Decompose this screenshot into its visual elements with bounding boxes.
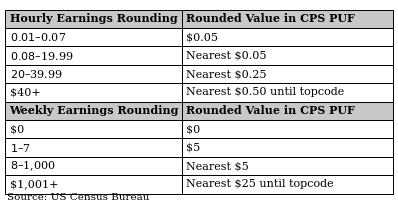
Text: $0: $0 (186, 124, 201, 134)
Text: $8–$1,000: $8–$1,000 (10, 159, 55, 173)
Bar (5, 157, 181, 175)
Bar (181, 10, 393, 28)
Bar (5, 120, 181, 138)
Bar (5, 46, 181, 65)
Bar (181, 28, 393, 46)
Bar (5, 83, 181, 102)
Text: $0.01–$0.07: $0.01–$0.07 (10, 31, 66, 43)
Text: $0.05: $0.05 (186, 32, 218, 42)
Text: Nearest $0.50 until topcode: Nearest $0.50 until topcode (186, 88, 345, 97)
Text: Rounded Value in CPS PUF: Rounded Value in CPS PUF (186, 105, 355, 116)
Text: $1,001+: $1,001+ (10, 180, 58, 189)
Bar (181, 83, 393, 102)
Text: $20–$39.99: $20–$39.99 (10, 68, 62, 80)
Bar (5, 10, 181, 28)
Text: Nearest $0.05: Nearest $0.05 (186, 51, 267, 61)
Text: Source: US Census Bureau: Source: US Census Bureau (7, 193, 149, 202)
Text: Weekly Earnings Rounding: Weekly Earnings Rounding (10, 105, 179, 116)
Bar (181, 138, 393, 157)
Bar (5, 102, 181, 120)
Bar (181, 102, 393, 120)
Bar (181, 46, 393, 65)
Text: Hourly Earnings Rounding: Hourly Earnings Rounding (10, 13, 177, 24)
Bar (5, 28, 181, 46)
Bar (181, 65, 393, 83)
Bar (181, 175, 393, 194)
Bar (181, 120, 393, 138)
Bar (5, 138, 181, 157)
Text: Nearest $5: Nearest $5 (186, 161, 249, 171)
Bar (5, 175, 181, 194)
Text: $0: $0 (10, 124, 24, 134)
Text: $5: $5 (186, 143, 201, 153)
Text: Rounded Value in CPS PUF: Rounded Value in CPS PUF (186, 13, 355, 24)
Bar (181, 157, 393, 175)
Bar (181, 102, 393, 120)
Bar (5, 65, 181, 83)
Text: $0.08–$19.99: $0.08–$19.99 (10, 50, 73, 62)
Bar (181, 10, 393, 28)
Bar (5, 102, 181, 120)
Text: $1–$7: $1–$7 (10, 142, 30, 154)
Bar (5, 10, 181, 28)
Text: $40+: $40+ (10, 88, 40, 97)
Text: Nearest $25 until topcode: Nearest $25 until topcode (186, 180, 334, 189)
Text: Nearest $0.25: Nearest $0.25 (186, 69, 267, 79)
